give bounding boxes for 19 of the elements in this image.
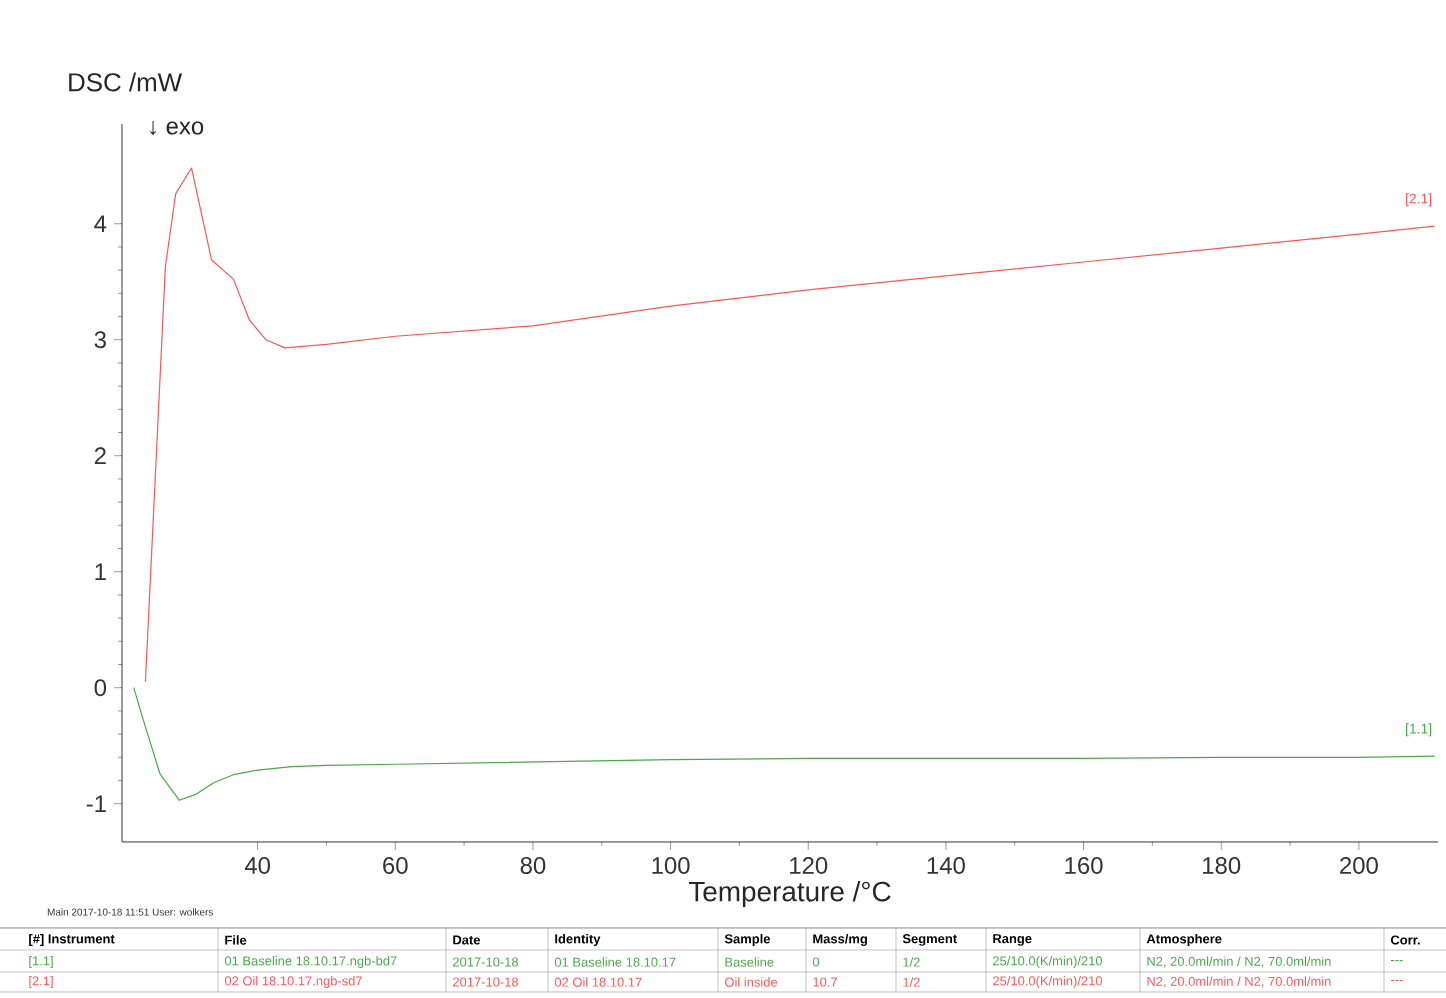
- x-tick-label: 140: [927, 857, 965, 874]
- x-tick-label: 120: [790, 857, 828, 874]
- y-tick-label: 0: [94, 679, 107, 697]
- x-tick-label: 60: [383, 857, 408, 874]
- x-tick-label: 100: [652, 857, 690, 874]
- y-tick-label: 4: [94, 215, 107, 232]
- x-tick-label: 160: [1065, 857, 1103, 874]
- line-series: [144, 167, 1436, 683]
- y-axis-title: DSC /mW: [69, 72, 183, 92]
- x-tick-label: 180: [1203, 857, 1241, 874]
- y-tick-label: 3: [94, 331, 106, 349]
- y-tick-label: 2: [94, 447, 106, 465]
- annotation: ↓ exo: [150, 120, 204, 136]
- x-tick-label: 40: [244, 857, 270, 874]
- x-tick-label: 80: [520, 857, 546, 874]
- x-axis-title: Temperature /°C: [688, 880, 891, 907]
- y-tick-label: -1: [86, 795, 106, 812]
- y-tick-label: 1: [95, 563, 106, 580]
- x-tick-label: 200: [1340, 857, 1378, 874]
